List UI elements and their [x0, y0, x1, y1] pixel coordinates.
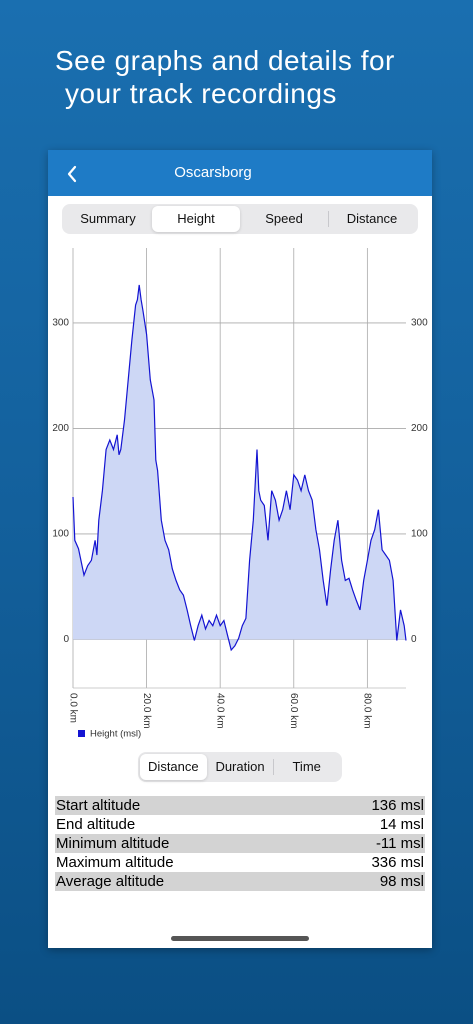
- segment[interactable]: Distance: [328, 206, 416, 232]
- stat-label: Average altitude: [56, 873, 165, 890]
- x-tick-label: 80.0 km: [362, 693, 373, 729]
- stats-row: Start altitude 136 msl: [55, 796, 425, 815]
- legend-label: Height (msl): [90, 729, 141, 740]
- y-tick-label: 100: [52, 529, 69, 540]
- segment[interactable]: Speed: [265, 211, 303, 226]
- back-button[interactable]: [58, 150, 88, 196]
- stat-label: Minimum altitude: [56, 835, 170, 852]
- y2-tick-label: 200: [411, 423, 428, 434]
- y2-tick-label: 300: [411, 318, 428, 329]
- stats-row: Minimum altitude -11 msl: [55, 834, 425, 853]
- home-indicator: [171, 936, 309, 941]
- stats-row: Average altitude 98 msl: [55, 872, 425, 891]
- stats-row: Maximum altitude 336 msl: [55, 853, 425, 872]
- headline: See graphs and details for your track re…: [55, 44, 465, 110]
- segment[interactable]: Distance: [140, 754, 207, 780]
- x-tick-label: 40.0 km: [215, 693, 226, 729]
- stat-value: 136 msl: [371, 797, 424, 814]
- stats-row: End altitude 14 msl: [55, 815, 425, 834]
- chart: 0 0 100 100 200 200 300 300 0.0 km 20.0 km 40.0 km…: [52, 248, 428, 740]
- x-tick-label: 60.0 km: [288, 693, 299, 729]
- y-tick-label: 0: [63, 634, 69, 645]
- y2-tick-label: 0: [411, 634, 417, 645]
- headline-line: See graphs and details for: [55, 45, 395, 76]
- stat-label: Start altitude: [56, 797, 141, 814]
- x-tick-label: 20.0 km: [141, 693, 152, 729]
- line: [72, 284, 407, 652]
- stat-value: 336 msl: [371, 854, 424, 871]
- legend-swatch: [78, 730, 85, 737]
- y-tick-label: 200: [52, 423, 69, 434]
- stat-label: End altitude: [56, 816, 136, 833]
- segment[interactable]: Time: [273, 754, 340, 780]
- stats-table: Start altitude 136 msl End altitude 14 msl M…: [55, 796, 425, 891]
- area: [73, 284, 406, 650]
- headline-line: your track recordings: [65, 78, 337, 109]
- segment[interactable]: Height: [152, 206, 240, 232]
- segment[interactable]: Summary: [80, 211, 136, 226]
- tab-control: Summary Height Speed Distance: [62, 204, 418, 234]
- stat-label: Maximum altitude: [56, 854, 174, 871]
- x-mode-control: Distance Duration Time: [138, 752, 342, 782]
- nav-title: Oscarsborg: [174, 164, 252, 181]
- x-tick-label: 0.0 km: [67, 693, 78, 723]
- stat-value: 14 msl: [379, 816, 424, 833]
- nav-bar: Oscarsborg: [48, 150, 432, 196]
- stat-value: -11 msl: [375, 835, 424, 852]
- y-tick-label: 300: [52, 318, 69, 329]
- segment[interactable]: Duration: [215, 759, 265, 774]
- stat-value: 98 msl: [379, 873, 424, 890]
- y2-tick-label: 100: [411, 529, 428, 540]
